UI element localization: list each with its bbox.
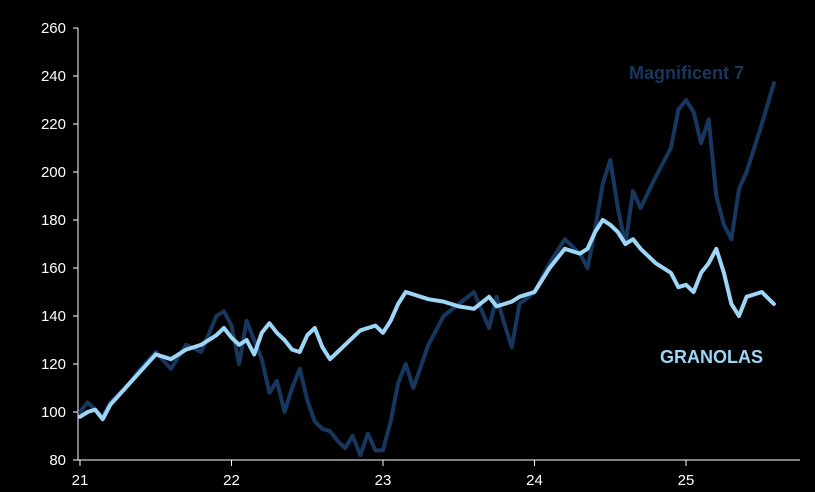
- y-tick-label: 220: [41, 116, 66, 133]
- series-label-granolas: GRANOLAS: [660, 347, 763, 367]
- y-tick-label: 260: [41, 20, 66, 37]
- x-tick-label: 22: [223, 472, 240, 489]
- x-tick-label: 25: [678, 472, 695, 489]
- x-tick-label: 21: [72, 472, 89, 489]
- series-line-magnificent-7: [78, 81, 776, 458]
- series-line-granolas: [78, 218, 776, 422]
- y-tick-label: 100: [41, 404, 66, 421]
- y-tick-label: 240: [41, 68, 66, 85]
- y-tick-label: 80: [49, 452, 66, 469]
- y-tick-label: 200: [41, 164, 66, 181]
- x-tick-label: 24: [526, 472, 543, 489]
- series-layer: [78, 81, 776, 458]
- y-axis: 80 100 120 140 160 180 200 220 240 260: [41, 20, 79, 469]
- x-axis: 21 22 23 24 25: [72, 459, 800, 489]
- series-label-magnificent-7: Magnificent 7: [629, 63, 744, 83]
- y-tick-label: 180: [41, 212, 66, 229]
- y-tick-label: 160: [41, 260, 66, 277]
- y-tick-label: 120: [41, 356, 66, 373]
- y-tick-label: 140: [41, 308, 66, 325]
- x-tick-label: 23: [375, 472, 392, 489]
